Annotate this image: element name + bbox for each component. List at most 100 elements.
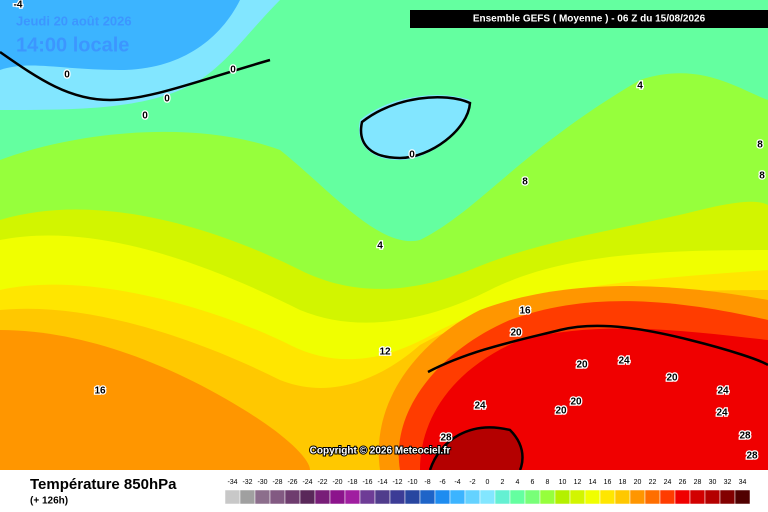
scale-label: -26 (287, 479, 297, 486)
scale-swatch (269, 489, 286, 505)
scale-swatch (389, 489, 406, 505)
contour-label: 16 (94, 386, 106, 397)
model-box (410, 10, 768, 28)
scale-swatch (599, 489, 616, 505)
contour-label: 20 (510, 328, 522, 339)
scale-label: 30 (709, 479, 717, 486)
scale-label: -24 (302, 479, 312, 486)
scale-label: -10 (407, 479, 417, 486)
scale-label: -16 (362, 479, 372, 486)
contour-label: 16 (519, 306, 531, 317)
scale-label: -2 (469, 479, 475, 486)
color-scale: -34 -32 -30 -28 -26 -24 -22 -20 -18 -16 -14 -12 -10-… (224, 479, 751, 505)
scale-label: 32 (724, 479, 732, 486)
contour-label: 8 (757, 140, 763, 151)
scale-swatch (689, 489, 706, 505)
scale-swatch (569, 489, 586, 505)
footer-subtitle: (+ 126h) (30, 496, 68, 507)
contour-label: 12 (379, 347, 391, 358)
time-label: 14:00 locale (16, 34, 129, 56)
scale-label: -14 (377, 479, 387, 486)
model-label: Ensemble GEFS ( Moyenne ) - 06 Z du 15/0… (473, 14, 706, 25)
contour-label: 0 (164, 94, 170, 105)
scale-label: 14 (589, 479, 597, 486)
scale-label: 12 (574, 479, 582, 486)
scale-label: 20 (634, 479, 642, 486)
scale-swatch (254, 489, 271, 505)
scale-label: 10 (559, 479, 567, 486)
scale-label: -30 (257, 479, 267, 486)
scale-label: 34 (739, 479, 747, 486)
footer-title: Température 850hPa (30, 476, 177, 493)
scale-label: 16 (604, 479, 612, 486)
contour-label: -4 (14, 0, 23, 11)
scale-label: 2 (501, 479, 505, 486)
scale-label: 4 (516, 479, 520, 486)
contour-label: 20 (555, 406, 567, 417)
scale-label: 24 (664, 479, 672, 486)
scale-swatch (539, 489, 556, 505)
scale-swatch (329, 489, 346, 505)
scale-swatch (224, 489, 241, 505)
scale-label: 8 (546, 479, 550, 486)
scale-swatch (449, 489, 466, 505)
temperature-field (0, 0, 768, 471)
scale-swatch (479, 489, 496, 505)
contour-label: 4 (377, 241, 383, 252)
scale-swatch (704, 489, 721, 505)
contour-label: 0 (409, 150, 415, 161)
scale-swatch (434, 489, 451, 505)
scale-swatch (284, 489, 301, 505)
contour-label: 20 (576, 360, 588, 371)
scale-swatch (734, 489, 751, 505)
contour-label: 8 (759, 171, 765, 182)
scale-label: -8 (424, 479, 430, 486)
scale-swatch (554, 489, 571, 505)
scale-swatch (419, 489, 436, 505)
contour-label: 24 (474, 401, 486, 412)
scale-swatch (404, 489, 421, 505)
contour-label: 4 (637, 81, 643, 92)
scale-label: -32 (242, 479, 252, 486)
scale-label: -20 (332, 479, 342, 486)
scale-swatch (359, 489, 376, 505)
scale-swatch (239, 489, 256, 505)
scale-swatch (314, 489, 331, 505)
scale-swatch (629, 489, 646, 505)
contour-label: 0 (230, 65, 236, 76)
scale-label: 26 (679, 479, 687, 486)
scale-label: 22 (649, 479, 657, 486)
scale-label: -28 (272, 479, 282, 486)
contour-label: 20 (666, 373, 678, 384)
contour-label: 20 (570, 397, 582, 408)
contour-label: 8 (522, 177, 528, 188)
scale-swatch (674, 489, 691, 505)
contour-label: 0 (64, 70, 70, 81)
scale-label: -4 (454, 479, 460, 486)
scale-swatch (614, 489, 631, 505)
contour-label: 24 (618, 356, 630, 367)
contour-label: 24 (717, 386, 729, 397)
scale-swatch (644, 489, 661, 505)
scale-label: 28 (694, 479, 702, 486)
scale-label: -22 (317, 479, 327, 486)
scale-swatch (719, 489, 736, 505)
scale-swatch (464, 489, 481, 505)
scale-label: -6 (439, 479, 445, 486)
scale-swatch (374, 489, 391, 505)
contour-label: 28 (739, 431, 751, 442)
scale-label: -34 (227, 479, 237, 486)
scale-swatch (344, 489, 361, 505)
scale-label: -12 (392, 479, 402, 486)
contour-label: 28 (440, 433, 452, 444)
scale-swatch (584, 489, 601, 505)
scale-label: 6 (531, 479, 535, 486)
scale-swatch (659, 489, 676, 505)
date-label: Jeudi 20 août 2026 (16, 13, 132, 28)
scale-swatch (524, 489, 541, 505)
contour-label: 0 (142, 111, 148, 122)
copyright: Copyright © 2026 Meteociel.fr (310, 446, 451, 457)
scale-label: 0 (486, 479, 490, 486)
